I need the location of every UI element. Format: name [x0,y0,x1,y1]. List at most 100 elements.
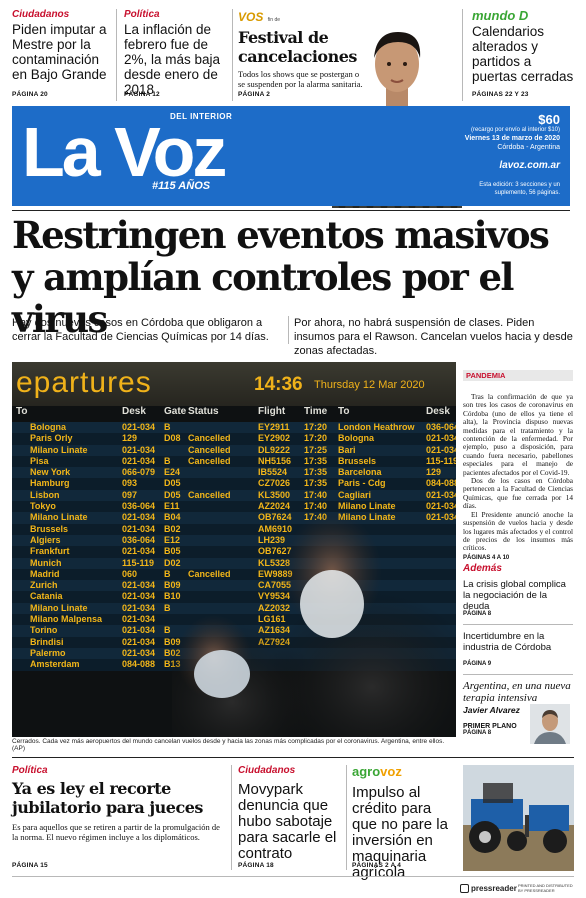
board-row: Frankfurt 021-034 B05 OB7627 [12,546,456,558]
pandemia-paragraph: Tras la confirmación de que ya son tres … [463,392,573,477]
teaser-1[interactable]: Ciudadanos Piden imputar a Mestre por la… [12,9,112,82]
opinion-author: Javier Alvarez [463,705,520,715]
board-row: Zurich 021-034 B09 CA7055 [12,580,456,592]
board-cell: Brussels [30,523,69,534]
fine-print: PRINTED AND DISTRIBUTED BY PRESSREADER [518,883,573,893]
board-cell: New York [30,467,71,478]
teaser-mundo-d[interactable]: mundo D Calendarios alterados y partidos… [472,8,574,84]
edition-note: Esta edición: 3 secciones y un suplement… [479,182,560,196]
board-cell: B [164,602,171,613]
vos-title: Festival de cancelaciones [238,28,357,66]
board-cell: CZ7026 [258,478,291,489]
ademas-item[interactable]: La crisis global complica la negociación… [463,579,566,612]
board-cell: 021-034 [122,580,156,591]
board-cell: D05 [164,489,181,500]
board-cell: AZ2032 [258,602,291,613]
vos-logo: VOS [238,10,264,24]
teaser-text: La inflación de febrero fue de 2%, la má… [124,22,221,97]
board-cell: Paris - Cdg [338,478,386,489]
board-cell: B [164,625,171,636]
board-cell: E24 [164,467,181,478]
board-cell: 036-064 [426,422,456,432]
board-row: Pisa 021-034 B Cancelled NH5156 17:35 Brussels… [12,455,456,468]
opinion-label: PRIMER PLANO [463,723,517,730]
board-cell: Milano Linate [338,501,396,512]
board-cell: B [164,568,171,579]
board-cell: Palermo [30,647,66,658]
board-cell: Catania [30,591,63,602]
page-ref: PÁGINAS 2 A 4 [352,862,402,869]
ademas-item[interactable]: Incertidumbre en la industria de Córdoba [463,631,552,653]
board-cell: Brindisi [30,636,64,647]
page-ref: PÁGINA 8 [463,730,492,736]
board-header: epartures 14:36 Thursday 12 Mar 2020 [12,362,456,406]
website-link[interactable]: lavoz.com.ar [499,160,560,171]
page-ref: PÁGINA 9 [463,661,492,667]
opinion-teaser[interactable]: Argentina, en una nueva terapia intensiv… [463,680,573,736]
divider [231,765,232,870]
board-row: Madrid 060 B Cancelled EW9889 [12,568,456,581]
board-row: Munich 115-119 D02 KL5328 [12,557,456,569]
teaser-vos[interactable]: VOS fin de Festival de cancelaciones Tod… [238,8,378,89]
board-cell: Paris Orly [30,433,73,444]
board-row: Milano Linate 021-034 Cancelled DL9222 17:25… [12,444,456,456]
pandemia-box[interactable]: PANDEMIA Tras la confirmación de que ya … [463,370,573,561]
pressreader-label: pressreader [471,884,517,893]
board-cell: 17:25 [304,444,328,455]
page-ref: PÁGINAS 22 Y 23 [472,91,529,98]
board-cell: OB7624 [258,512,292,523]
board-cell: NH5156 [258,455,292,466]
board-cell: 021-034 [426,444,456,455]
board-cell: 093 [122,478,138,489]
bottom-story-1[interactable]: Política Ya es ley el recorte jubilatori… [12,765,227,842]
board-cell: 17:35 [304,455,328,466]
teaser-text: Piden imputar a Mestre por la contaminac… [12,22,107,82]
board-cell: 021-034 [122,636,156,647]
board-cell: 021-034 [122,647,156,658]
board-column-header: To [16,406,28,417]
board-cell: 021-034 [122,523,156,534]
photo-caption: Cerrados. Cada vez más aeropuertos del m… [12,738,445,752]
board-cell: B10 [164,591,181,602]
board-cell: Munich [30,557,62,568]
board-cell: B09 [164,580,181,591]
board-cell: 021-034 [122,614,156,625]
section-label: Ciudadanos [238,765,296,776]
board-cell: Cancelled [188,444,231,455]
board-row: Milano Malpensa 021-034 LG161 [12,614,456,626]
board-cell: Amsterdam [30,659,80,670]
bottom-story-2[interactable]: Ciudadanos Movypark denuncia que hubo sa… [238,765,343,862]
author-photo [530,704,570,744]
price: $60 [538,112,560,127]
logo[interactable]: La Voz [22,113,227,191]
board-column-header: Flight [258,406,286,417]
pandemia-label: PANDEMIA [463,370,573,381]
deck-right: Por ahora, no habrá suspensión de clases… [294,317,573,357]
divider [116,9,117,101]
board-cell: KL3500 [258,489,291,500]
agrovoz-logo: agrovoz [352,764,460,779]
teaser-2[interactable]: Política La inflación de febrero fue de … [124,9,228,97]
divider [12,210,570,211]
logo-subtitle: DEL INTERIOR [170,112,233,121]
divider [12,757,574,758]
board-cell: Cancelled [188,568,231,579]
vos-text: Todos los shows que se postergan o se su… [238,69,363,89]
board-time: 14:36 [254,374,303,395]
board-cell: Bologna [30,422,66,432]
board-cell: B04 [164,512,181,523]
departures-board-photo: epartures 14:36 Thursday 12 Mar 2020 To D… [12,362,456,737]
board-row: Milano Linate 021-034 B AZ2032 [12,602,456,615]
board-cell: Cancelled [188,433,231,444]
board-cell: 084-088 [426,478,456,489]
board-cell: E12 [164,534,181,545]
board-cell: Algiers [30,534,61,545]
masked-travellers [172,512,456,737]
board-cell: 021-034 [122,625,156,636]
board-cell: 115-119 [122,557,155,568]
board-cell: AZ1634 [258,625,291,636]
pressreader-logo[interactable]: pressreader [460,884,517,894]
agrovoz-logo-a: agro [352,764,381,779]
main-headline[interactable]: Restringen eventos masivos y amplían con… [12,213,550,341]
board-cell: 17:35 [304,467,328,478]
